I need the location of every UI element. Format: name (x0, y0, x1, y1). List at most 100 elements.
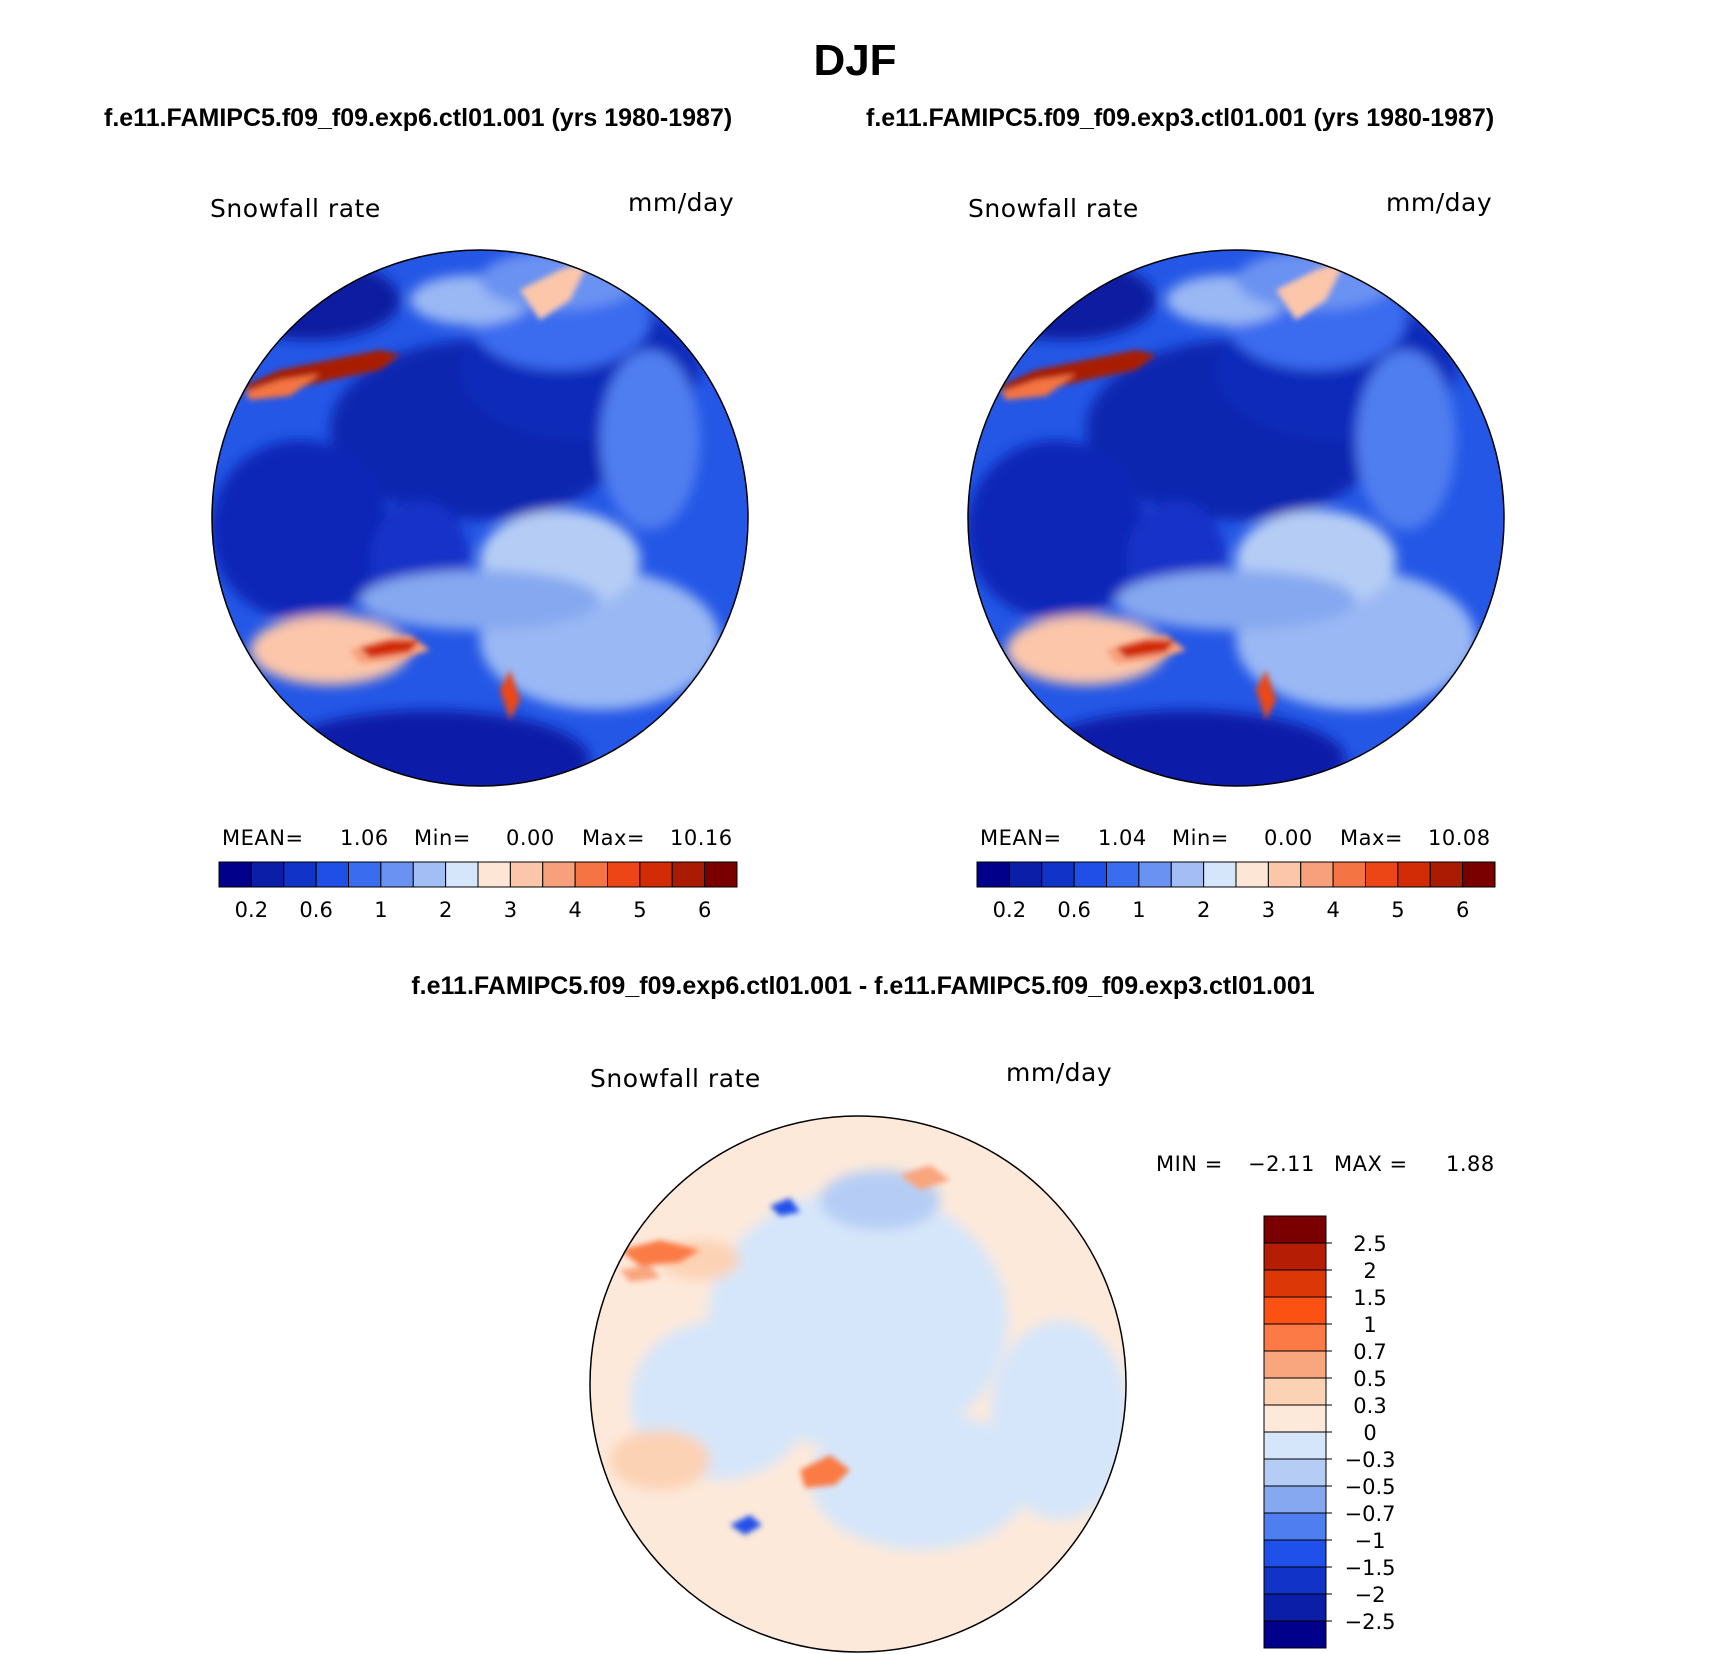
panel1-colorbar-swatch (509, 861, 544, 888)
panel2-colorbar-swatch (1397, 861, 1431, 888)
panel1-colorbar-swatch (380, 861, 414, 888)
panel1-map (211, 249, 749, 787)
panel1-colorbar-swatch (445, 861, 479, 888)
panel1-colorbar-tick-label: 5 (633, 898, 646, 922)
panel2-mean-label: MEAN= (980, 826, 1062, 850)
panel1-colorbar-swatch (348, 861, 382, 888)
diff-colorbar-tick-label: −1.5 (1345, 1556, 1396, 1580)
panel2-map (967, 249, 1505, 787)
diff-colorbar-swatch (1263, 1485, 1327, 1514)
diff-min-label: MIN = (1156, 1152, 1223, 1176)
diff-colorbar-swatch (1263, 1242, 1327, 1271)
diff-colorbar-tick-label: −0.5 (1345, 1475, 1396, 1499)
panel1-header: f.e11.FAMIPC5.f09_f09.exp6.ctl01.001 (yr… (104, 104, 733, 132)
panel2-colorbar-tick-label: 2 (1197, 898, 1210, 922)
diff-colorbar-tick-label: 1.5 (1353, 1286, 1386, 1310)
panel1-colorbar-swatch (412, 861, 447, 888)
panel1-colorbar-tick-label: 3 (504, 898, 517, 922)
panel1-map-border (211, 249, 749, 787)
panel1-max-label: Max= (582, 826, 646, 850)
diff-max-label: MAX = (1334, 1152, 1408, 1176)
panel2-colorbar-swatch (1170, 861, 1205, 888)
panel2-colorbar-swatch (1332, 861, 1366, 888)
panel2-colorbar-swatch (1365, 861, 1399, 888)
panel1-units: mm/day (628, 188, 735, 217)
diff-colorbar: 2.5 2 1.5 1 0.7 0.5 0.3 0 −0.3 −0.5 −0.7 −1 −1.5 −2 −2… (1263, 1215, 1396, 1649)
panel1-mean: 1.06 (340, 826, 389, 850)
diff-colorbar-tick-label: 0.3 (1353, 1394, 1386, 1418)
panel1-colorbar-swatch (250, 861, 285, 888)
diff-colorbar-tick-label: 1 (1363, 1313, 1376, 1337)
panel2-colorbar-swatch (1041, 861, 1075, 888)
panel1-mean-label: MEAN= (222, 826, 304, 850)
panel2-colorbar-tick-label: 3 (1262, 898, 1275, 922)
panel2-colorbar: 0.2 0.6 1 2 3 4 5 6 (976, 861, 1496, 922)
diff-colorbar-swatch (1263, 1404, 1327, 1433)
panel2-units: mm/day (1386, 188, 1493, 217)
diff-max: 1.88 (1446, 1152, 1495, 1176)
panel2-colorbar-tick-label: 4 (1326, 898, 1339, 922)
panel1-colorbar-swatch (671, 861, 706, 888)
diff-colorbar-swatch (1263, 1377, 1327, 1406)
panel2-colorbar-tick-label: 6 (1456, 898, 1469, 922)
panel2-colorbar-swatch (1203, 861, 1237, 888)
panel1-colorbar-swatch (218, 861, 252, 888)
diff-colorbar-tick-label: −1 (1355, 1529, 1386, 1553)
panel1-colorbar-swatch (639, 861, 673, 888)
panel1-colorbar: 0.2 0.6 1 2 3 4 5 6 (218, 861, 738, 922)
diff-colorbar-tick-label: 0.5 (1353, 1367, 1386, 1391)
panel1-max: 10.16 (670, 826, 733, 850)
panel2-colorbar-swatch (1073, 861, 1107, 888)
diff-colorbar-tick-label: −0.7 (1345, 1502, 1396, 1526)
panel2-mean: 1.04 (1098, 826, 1147, 850)
panel2-min-label: Min= (1172, 826, 1229, 850)
diff-colorbar-tick-label: 2 (1363, 1259, 1376, 1283)
diff-colorbar-swatch (1263, 1458, 1327, 1487)
diff-colorbar-swatch (1263, 1620, 1327, 1649)
panel1-colorbar-tick-label: 4 (568, 898, 581, 922)
panel2-colorbar-tick-label: 0.2 (993, 898, 1026, 922)
panel1-colorbar-swatch (477, 861, 511, 888)
panel2-colorbar-swatch (1008, 861, 1043, 888)
diff-variable: Snowfall rate (590, 1064, 761, 1093)
panel1-colorbar-swatch (315, 861, 349, 888)
diff-colorbar-swatch (1263, 1566, 1327, 1595)
panel2-variable: Snowfall rate (968, 194, 1139, 223)
diff-colorbar-swatch (1263, 1323, 1327, 1352)
figure-title: DJF (813, 36, 897, 85)
panel2-colorbar-swatch (1106, 861, 1140, 888)
diff-map (589, 1115, 1127, 1653)
panel1-colorbar-swatch (283, 861, 317, 888)
diff-colorbar-tick-label: −2 (1355, 1583, 1386, 1607)
diff-colorbar-tick-label: 0.7 (1353, 1340, 1386, 1364)
panel2-max-label: Max= (1340, 826, 1404, 850)
panel1-colorbar-tick-label: 2 (439, 898, 452, 922)
panel1-colorbar-tick-label: 0.2 (235, 898, 268, 922)
diff-colorbar-tick-label: 2.5 (1353, 1232, 1386, 1256)
panel1-colorbar-swatch (542, 861, 576, 888)
panel2-min: 0.00 (1264, 826, 1313, 850)
panel2-colorbar-swatch (1138, 861, 1172, 888)
panel1-variable: Snowfall rate (210, 194, 381, 223)
diff-colorbar-tick-label: −0.3 (1345, 1448, 1396, 1472)
panel1-colorbar-swatch (574, 861, 608, 888)
diff-units: mm/day (1006, 1058, 1113, 1087)
panel2-colorbar-swatch (1462, 861, 1496, 888)
diff-map-border (589, 1115, 1127, 1653)
panel1-colorbar-swatch (607, 861, 641, 888)
panel2-colorbar-swatch (1267, 861, 1302, 888)
panel1-colorbar-tick-label: 0.6 (299, 898, 332, 922)
panel1-colorbar-tick-label: 1 (374, 898, 387, 922)
panel2-colorbar-tick-label: 0.6 (1057, 898, 1090, 922)
diff-min: −2.11 (1248, 1152, 1315, 1176)
diff-colorbar-swatch (1263, 1512, 1327, 1541)
diff-colorbar-swatch (1263, 1215, 1327, 1244)
panel2-colorbar-tick-label: 5 (1391, 898, 1404, 922)
panel2-map-border (967, 249, 1505, 787)
panel2-colorbar-swatch (976, 861, 1010, 888)
diff-colorbar-tick-label: −2.5 (1345, 1610, 1396, 1634)
panel2-colorbar-swatch (1429, 861, 1464, 888)
diff-colorbar-swatch (1263, 1539, 1327, 1568)
panel1-colorbar-tick-label: 6 (698, 898, 711, 922)
